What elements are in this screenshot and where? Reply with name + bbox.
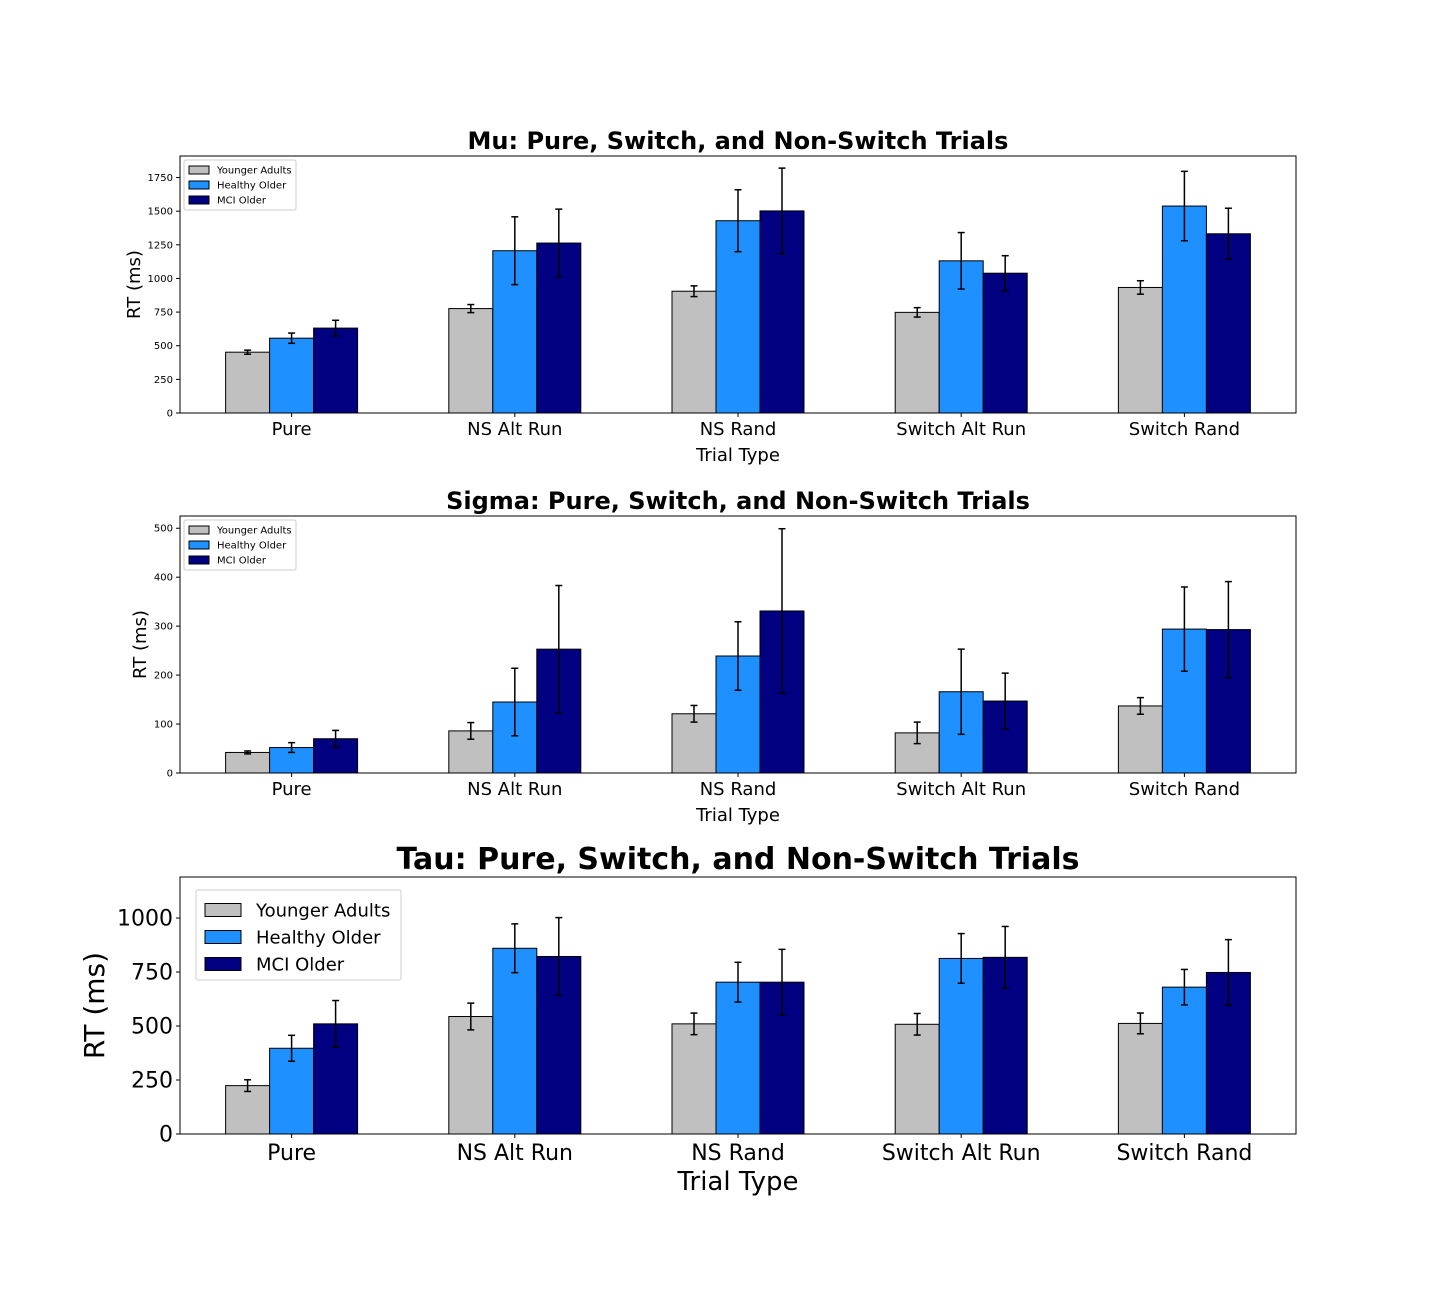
y-tick-label: 500 xyxy=(131,1015,173,1040)
bar xyxy=(715,981,761,1135)
x-tick-label: NS Alt Run xyxy=(467,419,562,440)
y-tick-label: 0 xyxy=(167,769,173,780)
y-tick-label: 1000 xyxy=(117,907,173,932)
chart-3: Tau: Pure, Switch, and Non-Switch Trials… xyxy=(78,842,1297,1197)
legend-label: MCI Older xyxy=(256,954,345,975)
bar xyxy=(894,1023,940,1135)
legend-swatch xyxy=(188,525,210,535)
bar xyxy=(225,1085,271,1135)
x-axis-label: Trial Type xyxy=(695,805,780,826)
y-axis-label: RT (ms) xyxy=(78,952,111,1059)
bar xyxy=(982,272,1028,414)
bar xyxy=(938,957,984,1135)
legend-label: Younger Adults xyxy=(216,166,292,177)
x-tick-label: NS Rand xyxy=(691,1141,785,1166)
legend-label: Younger Adults xyxy=(255,900,390,921)
bar xyxy=(1117,286,1163,414)
y-axis-label: RT (ms) xyxy=(124,250,145,319)
bar xyxy=(448,1016,494,1135)
legend-label: MCI Older xyxy=(217,556,267,567)
y-tick-label: 300 xyxy=(154,622,173,633)
y-tick-label: 100 xyxy=(154,720,173,731)
legend-label: Healthy Older xyxy=(217,541,287,552)
bar xyxy=(269,337,315,414)
y-tick-label: 250 xyxy=(131,1069,173,1094)
legend-swatch xyxy=(188,555,210,565)
x-tick-label: NS Alt Run xyxy=(457,1141,573,1166)
x-tick-label: NS Rand xyxy=(700,419,777,440)
y-tick-label: 0 xyxy=(167,409,173,420)
bar xyxy=(894,311,940,414)
x-tick-label: Pure xyxy=(267,1141,316,1166)
y-tick-label: 750 xyxy=(131,961,173,986)
x-tick-label: Switch Alt Run xyxy=(882,1141,1041,1166)
x-tick-label: Switch Rand xyxy=(1129,779,1240,800)
legend-frame xyxy=(183,159,297,211)
bar xyxy=(1161,986,1207,1135)
x-tick-label: Switch Rand xyxy=(1116,1141,1252,1166)
legend: Younger Adults Healthy Older MCI Older xyxy=(183,519,297,571)
chart-title: Tau: Pure, Switch, and Non-Switch Trials xyxy=(396,842,1079,877)
legend-label: Younger Adults xyxy=(216,526,292,537)
x-tick-label: Switch Alt Run xyxy=(896,779,1026,800)
y-tick-label: 200 xyxy=(154,671,173,682)
bar xyxy=(1117,1022,1163,1135)
legend-swatch xyxy=(188,180,210,190)
bar xyxy=(671,290,717,414)
x-tick-label: Pure xyxy=(272,779,312,800)
bar xyxy=(313,327,359,414)
legend-swatch xyxy=(204,903,242,917)
chart-1: Mu: Pure, Switch, and Non-Switch Trials 0… xyxy=(124,127,1297,466)
y-tick-label: 500 xyxy=(154,341,173,352)
x-tick-label: Pure xyxy=(272,419,312,440)
x-axis-label: Trial Type xyxy=(695,445,780,466)
bar xyxy=(225,351,271,414)
legend-swatch xyxy=(204,957,242,971)
x-axis-label: Trial Type xyxy=(676,1167,798,1197)
chart-title: Mu: Pure, Switch, and Non-Switch Trials xyxy=(468,127,1009,155)
y-tick-label: 500 xyxy=(154,524,173,535)
legend-frame xyxy=(183,519,297,571)
y-tick-label: 1500 xyxy=(148,207,173,218)
x-tick-label: Switch Rand xyxy=(1129,419,1240,440)
bar xyxy=(492,947,538,1135)
y-tick-label: 1000 xyxy=(148,274,173,285)
y-tick-label: 750 xyxy=(154,308,173,319)
legend-swatch xyxy=(188,195,210,205)
bar xyxy=(1117,705,1163,774)
legend-swatch xyxy=(188,540,210,550)
legend-label: Healthy Older xyxy=(256,927,381,948)
legend-label: Healthy Older xyxy=(217,181,287,192)
legend-swatch xyxy=(188,165,210,175)
bar xyxy=(1205,233,1251,414)
x-tick-label: Switch Alt Run xyxy=(896,419,1026,440)
x-tick-label: NS Alt Run xyxy=(467,779,562,800)
bar xyxy=(225,751,271,774)
y-tick-label: 0 xyxy=(159,1123,173,1148)
legend-swatch xyxy=(204,930,242,944)
legend: Younger Adults Healthy Older MCI Older xyxy=(195,889,402,981)
chart-2: Sigma: Pure, Switch, and Non-Switch Tria… xyxy=(130,487,1297,826)
y-axis-label: RT (ms) xyxy=(130,610,151,679)
y-tick-label: 1750 xyxy=(148,173,173,184)
bar xyxy=(448,308,494,414)
legend-label: MCI Older xyxy=(217,196,267,207)
bar xyxy=(671,1023,717,1135)
x-tick-label: NS Rand xyxy=(700,779,777,800)
y-tick-label: 1250 xyxy=(148,240,173,251)
chart-title: Sigma: Pure, Switch, and Non-Switch Tria… xyxy=(446,487,1030,515)
legend: Younger Adults Healthy Older MCI Older xyxy=(183,159,297,211)
y-tick-label: 250 xyxy=(154,375,173,386)
legend-frame xyxy=(195,889,402,981)
y-tick-label: 400 xyxy=(154,573,173,584)
